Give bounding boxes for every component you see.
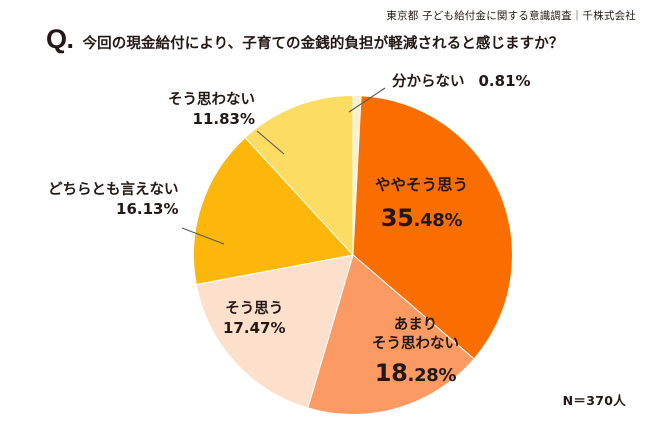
source-attribution: 東京都 子ども給付金に関する意識調査｜千株式会社	[386, 10, 636, 22]
slice-label-yaya-pct-int: 35	[380, 203, 414, 232]
slice-label-sou-omowanai-pct: 11.83%	[192, 109, 255, 128]
pie-slice	[193, 136, 354, 286]
slice-label-sou-omou-name: そう思う	[225, 301, 284, 317]
question-marker: Q.	[46, 24, 74, 54]
slice-label-yaya-name: ややそう思う	[375, 176, 469, 194]
slice-label-amari-pct-int: 18	[374, 359, 408, 388]
pie-chart	[193, 95, 513, 415]
sample-size-label: N＝370人	[562, 393, 626, 408]
slice-label-wakaranai: 分からない 0.81%	[392, 72, 531, 92]
pie-slice-group	[193, 95, 513, 415]
slice-label-sou-omou: そう思う 17.47%	[223, 300, 285, 338]
slice-label-amari-sou-omowanai: あまり そう思わない 18.28%	[372, 316, 459, 389]
slice-label-yaya-sou-omou: ややそう思う 35.48%	[375, 176, 468, 234]
slice-label-dochira: どちらとも言えない 16.13%	[48, 181, 179, 219]
slice-label-amari-name-line1: あまり	[393, 317, 438, 333]
slice-label-amari-pct: 18.28%	[372, 358, 459, 389]
slice-label-sou-omowanai-name: そう思わない	[168, 92, 255, 108]
slice-label-sou-omou-pct: 17.47%	[223, 318, 286, 337]
slice-label-sou-omowanai: そう思わない 11.83%	[168, 91, 255, 129]
slice-label-wakaranai-pct: 0.81%	[478, 72, 531, 90]
pie-slice	[307, 254, 475, 415]
pie-slice	[352, 95, 513, 360]
slice-label-amari-name-line2: そう思わない	[372, 335, 459, 352]
pie-slice	[195, 254, 354, 409]
slice-label-dochira-name: どちらとも言えない	[48, 182, 179, 198]
slice-label-wakaranai-name: 分からない	[392, 74, 465, 90]
slice-label-amari-pct-dec: .28%	[407, 365, 457, 387]
slice-label-dochira-pct: 16.13%	[116, 199, 179, 218]
slice-label-yaya-pct-dec: .48%	[413, 209, 463, 231]
slice-label-yaya-pct: 35.48%	[375, 203, 468, 234]
question-block: Q. 今回の現金給付により、子育ての金銭的負担が軽減されると感じますか？	[46, 26, 563, 53]
question-text: 今回の現金給付により、子育ての金銭的負担が軽減されると感じますか？	[82, 36, 564, 52]
pie-chart-svg	[193, 95, 513, 415]
